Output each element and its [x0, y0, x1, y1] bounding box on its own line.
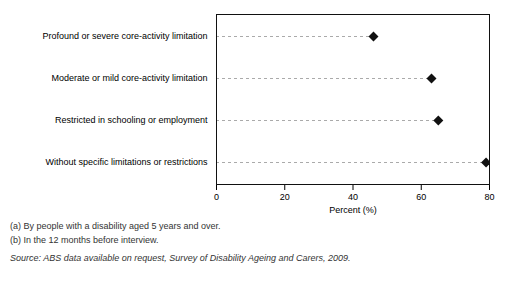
html-text:Source: ABS data available on: Source: ABS data available on request, S…: [10, 253, 351, 263]
svg-text:0: 0: [214, 192, 219, 202]
svg-text:Restricted in schooling or emp: Restricted in schooling or employment: [55, 115, 208, 125]
svg-text:Without specific limitations o: Without specific limitations or restrict…: [45, 157, 208, 167]
svg-text:Profound or severe core-activi: Profound or severe core-activity limitat…: [42, 31, 207, 41]
svg-text:Percent (%): Percent (%): [329, 205, 377, 215]
svg-text:Moderate or mild core-activity: Moderate or mild core-activity limitatio…: [51, 73, 207, 83]
svg-text:40: 40: [348, 192, 358, 202]
svg-text:60: 60: [416, 192, 426, 202]
html-text:(b) In the 12 months before in: (b) In the 12 months before interview.: [10, 235, 159, 245]
svg-text:20: 20: [280, 192, 290, 202]
svg-text:80: 80: [484, 192, 494, 202]
html-text:(a) By people with a disabilit: (a) By people with a disability aged 5 y…: [10, 221, 221, 231]
